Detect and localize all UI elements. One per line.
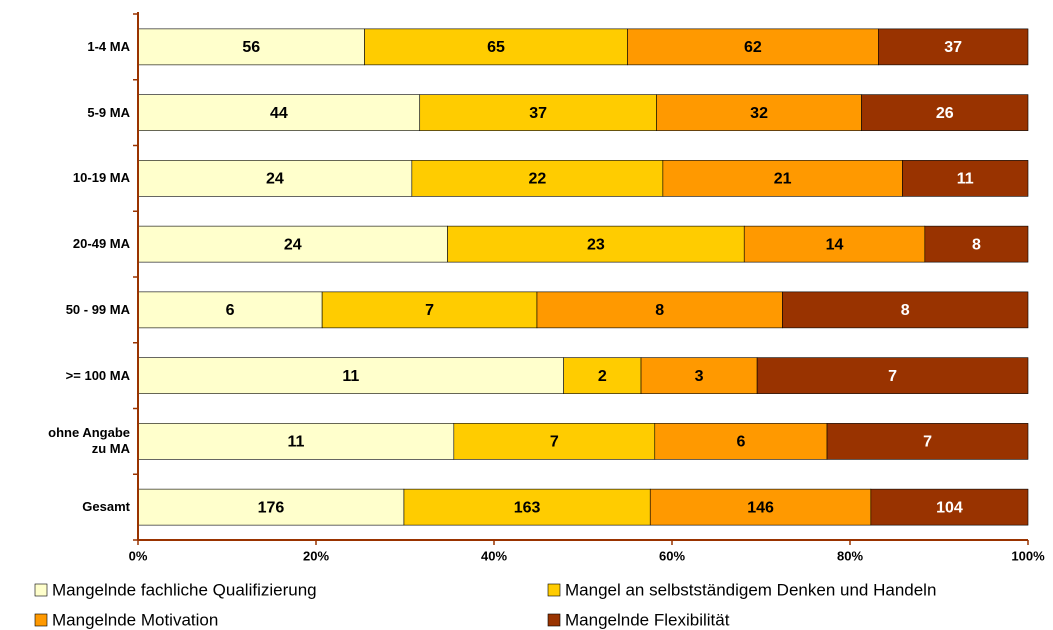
- bar-segment: [321, 291, 538, 329]
- x-tick-label: 40%: [481, 548, 507, 563]
- category-label: 10-19 MA: [72, 170, 130, 186]
- data-label: 32: [750, 105, 768, 122]
- category-label: Gesamt: [82, 499, 130, 515]
- data-label: 11: [287, 434, 304, 451]
- bar-segment: [137, 423, 455, 460]
- data-label: 163: [514, 499, 541, 516]
- data-label: 6: [226, 302, 235, 319]
- bar-segment: [137, 225, 448, 263]
- bar-segment: [640, 357, 758, 394]
- data-label: 37: [944, 39, 962, 56]
- data-label: 2: [598, 368, 607, 385]
- bar-segment: [137, 160, 413, 197]
- legend-swatch: [34, 583, 48, 597]
- x-tick-label: 20%: [303, 548, 329, 563]
- bar-segment: [870, 488, 1029, 526]
- bar-segment: [902, 160, 1029, 197]
- x-tick-label: 60%: [659, 548, 685, 563]
- bar-segment: [137, 28, 365, 66]
- data-label: 24: [284, 236, 302, 253]
- data-label: 24: [266, 171, 284, 188]
- data-label: 7: [425, 302, 434, 319]
- bar-segment: [419, 94, 657, 131]
- data-label: 14: [826, 236, 844, 253]
- data-label: 21: [774, 171, 792, 188]
- bar-segment: [924, 225, 1029, 263]
- data-label: 44: [270, 105, 288, 122]
- legend-swatch: [34, 613, 48, 627]
- data-label: 56: [242, 39, 260, 56]
- data-label: 7: [550, 434, 559, 451]
- legend-label: Mangelnde fachliche Qualifizierung: [52, 580, 317, 599]
- data-label: 23: [587, 236, 605, 253]
- bar-segment: [453, 423, 656, 460]
- data-label: 65: [487, 39, 505, 56]
- bar-segment: [649, 488, 872, 526]
- data-label: 3: [695, 368, 704, 385]
- data-label: 8: [655, 302, 664, 319]
- bar-segment: [878, 28, 1029, 66]
- x-tick-label: 100%: [1011, 548, 1045, 563]
- data-label: 7: [923, 434, 932, 451]
- data-label: 26: [936, 105, 954, 122]
- bar-segment: [782, 291, 1029, 329]
- bar-segment: [861, 94, 1029, 131]
- data-label: 62: [744, 39, 762, 56]
- category-label: 5-9 MA: [87, 104, 130, 120]
- data-label: 8: [972, 236, 981, 253]
- bar-segment: [563, 357, 642, 394]
- bar-segment: [536, 291, 783, 329]
- category-label: 50 - 99 MA: [65, 301, 130, 317]
- bar-segment: [743, 225, 926, 263]
- x-tick-label: 0%: [129, 548, 148, 563]
- x-tick-label: 80%: [837, 548, 863, 563]
- category-label: >= 100 MA: [65, 367, 130, 383]
- data-label: 146: [747, 499, 774, 516]
- data-label: 104: [936, 499, 963, 516]
- legend-swatch: [547, 613, 561, 627]
- data-label: 6: [736, 434, 745, 451]
- legend-swatch: [547, 583, 561, 597]
- category-label: ohne Angabe zu MA: [48, 425, 130, 457]
- bar-segment: [403, 488, 651, 526]
- data-label: 7: [888, 368, 897, 385]
- legend-label: Mangelnde Flexibilität: [565, 610, 730, 629]
- bar-segment: [654, 423, 828, 460]
- legend-label: Mangelnde Motivation: [52, 610, 218, 629]
- data-label: 11: [342, 368, 359, 385]
- data-label: 37: [529, 105, 547, 122]
- legend-label: Mangel an selbstständigem Denken und Han…: [565, 580, 936, 599]
- data-label: 8: [901, 302, 910, 319]
- bar-segment: [411, 160, 664, 197]
- bar-segment: [447, 225, 745, 263]
- bar-segment: [662, 160, 903, 197]
- data-label: 176: [258, 499, 285, 516]
- data-label: 11: [957, 171, 974, 188]
- bar-segment: [627, 28, 879, 66]
- bar-segment: [756, 357, 1029, 394]
- category-label: 1-4 MA: [87, 38, 130, 54]
- bar-segment: [826, 423, 1029, 460]
- category-label: 20-49 MA: [72, 236, 130, 252]
- data-label: 22: [528, 171, 546, 188]
- bar-segment: [364, 28, 628, 66]
